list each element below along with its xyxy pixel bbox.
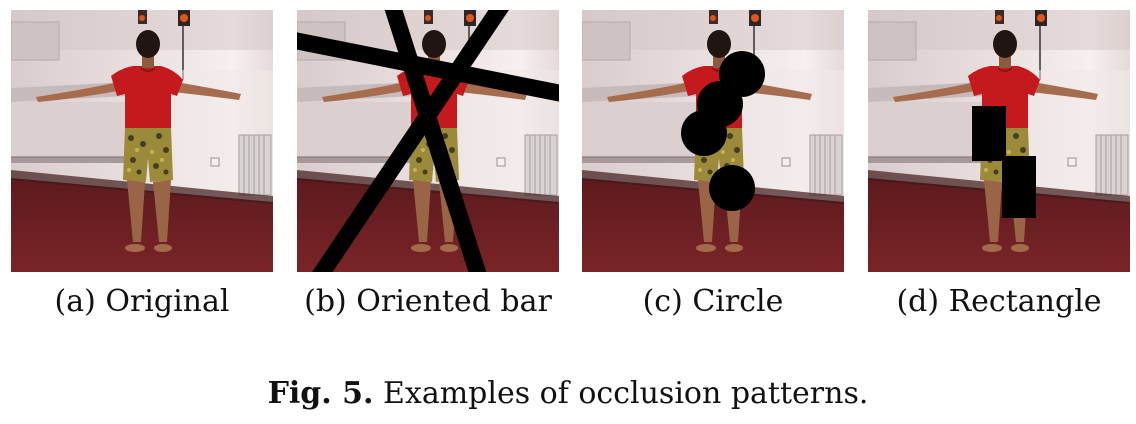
occluder-rect-2 (1002, 156, 1036, 218)
panel-original (11, 10, 273, 272)
occluder-bar-3 (312, 10, 509, 272)
occluder-bar-1 (297, 32, 559, 102)
panel-circle (582, 10, 844, 272)
oriented-bar-occluders (297, 10, 559, 272)
panel-oriented-bar (297, 10, 559, 272)
panel-rectangle (868, 10, 1130, 272)
photo-circle (582, 10, 844, 272)
subcaption-rectangle: (d) Rectangle (896, 284, 1102, 319)
occluder-circle-4 (709, 165, 755, 211)
rectangle-occluders (972, 106, 1036, 218)
subcaption-oriented-bar: (b) Oriented bar (304, 284, 552, 319)
figure-label: Fig. 5. (267, 376, 374, 411)
subcaption-circle: (c) Circle (642, 284, 784, 319)
photo-original (11, 10, 273, 272)
occluder-bar-2 (384, 10, 487, 272)
subcaption-original: (a) Original (54, 284, 230, 319)
figure-caption: Fig. 5. Examples of occlusion patterns. (0, 376, 1136, 411)
occluder-rect-1 (972, 106, 1006, 161)
occluder-circle-3 (681, 110, 727, 156)
photo-rectangle (868, 10, 1130, 272)
circle-occluders (681, 51, 765, 211)
figure-caption-text: Examples of occlusion patterns. (383, 376, 869, 411)
photo-oriented-bar (297, 10, 559, 272)
